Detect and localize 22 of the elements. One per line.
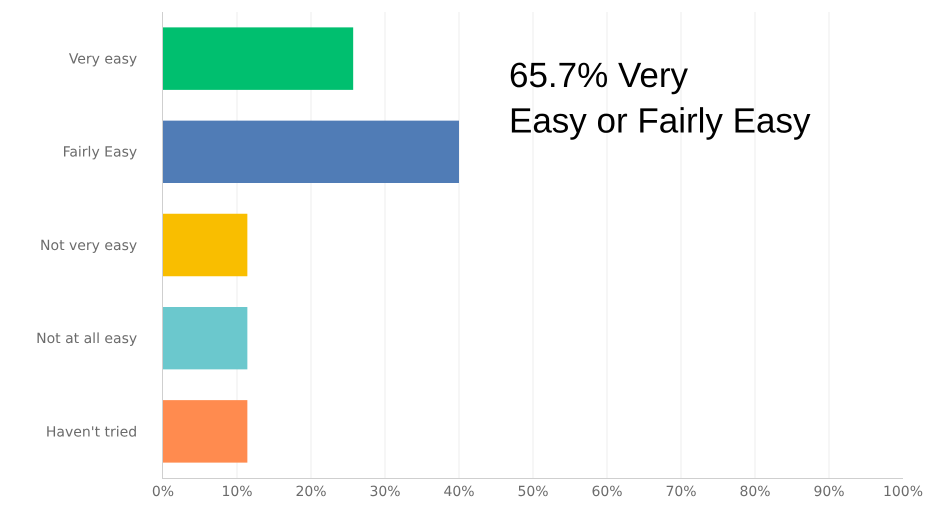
x-tick-label: 100% bbox=[882, 484, 924, 500]
bar bbox=[163, 400, 248, 463]
x-tick-label: 20% bbox=[295, 484, 327, 500]
x-tick-label: 90% bbox=[813, 484, 845, 500]
y-tick-label: Not very easy bbox=[40, 238, 138, 254]
x-tick-label: 10% bbox=[221, 484, 253, 500]
annotation: 65.7% Very Easy or Fairly Easy bbox=[509, 56, 811, 140]
x-tick-label: 50% bbox=[517, 484, 549, 500]
y-tick-label: Not at all easy bbox=[36, 331, 138, 348]
y-tick-label: Very easy bbox=[68, 52, 138, 68]
bar bbox=[163, 27, 354, 90]
x-tick-label: 40% bbox=[443, 484, 475, 500]
x-tick-label: 60% bbox=[591, 484, 623, 500]
x-tick-label: 80% bbox=[739, 484, 771, 500]
bar bbox=[163, 214, 248, 276]
bar bbox=[163, 120, 459, 184]
x-tick-label: 70% bbox=[665, 484, 697, 500]
y-tick-label: Fairly Easy bbox=[62, 144, 138, 161]
y-tick-label: Haven't tried bbox=[46, 424, 138, 440]
x-tick-label: 0% bbox=[152, 484, 174, 500]
x-tick-label: 30% bbox=[369, 484, 401, 500]
bar bbox=[163, 306, 248, 370]
